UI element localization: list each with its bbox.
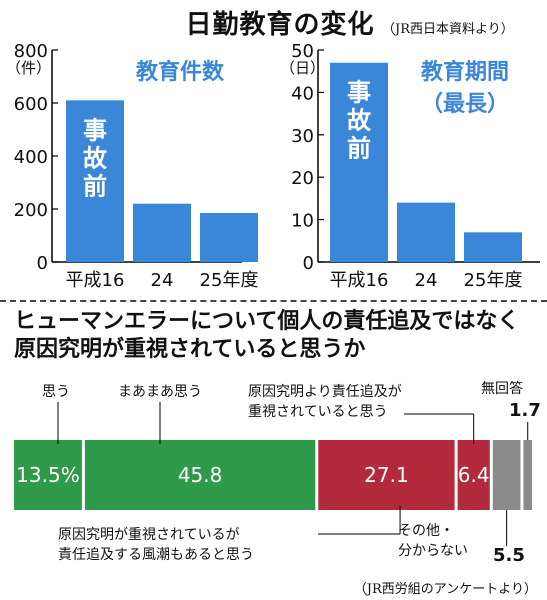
survey-segment xyxy=(523,440,532,510)
source-note-top: （JR西日本資料より） xyxy=(382,22,514,37)
chart-2-category-label: 24 xyxy=(415,270,438,291)
label-noanswer: 無回答 xyxy=(481,381,523,397)
chart-1-tick-label: 200 xyxy=(14,200,48,221)
chart-1-annotation-char: 故 xyxy=(83,144,108,172)
chart-2-tick-label: 40 xyxy=(291,83,314,104)
label-red-big-1: 原因究明が重視されているが xyxy=(58,527,240,543)
chart-1-tick-label: 400 xyxy=(14,147,48,168)
chart-1-annotation-char: 前 xyxy=(83,172,107,200)
chart-2-tick-label: 0 xyxy=(303,253,314,274)
chart-2-category-label: 25年度 xyxy=(464,270,523,291)
label-maamaa: まあまあ思う xyxy=(118,384,202,400)
chart-1-category-label: 平成16 xyxy=(66,270,125,291)
value-noanswer: 1.7 xyxy=(509,400,541,421)
survey-segment-value: 27.1 xyxy=(364,463,409,487)
chart-1-annotation-char: 事 xyxy=(83,116,107,144)
label-other-2: 分からない xyxy=(398,543,468,559)
chart-2-annotation-char: 前 xyxy=(347,135,371,163)
value-other: 5.5 xyxy=(493,545,525,566)
survey-segment-value: 45.8 xyxy=(178,463,223,487)
chart-1-category-label: 24 xyxy=(151,270,174,291)
survey-segment xyxy=(318,440,455,510)
label-red-small-1: 原因究明より責任追及が xyxy=(248,384,402,400)
chart-1-bar xyxy=(133,203,191,262)
label-red-small-2: 重視されていると思う xyxy=(248,404,388,420)
survey-segment xyxy=(457,440,490,510)
survey-segment-value: 6.4 xyxy=(458,463,490,487)
survey-segment xyxy=(14,440,82,510)
chart-2-tick-label: 20 xyxy=(291,168,314,189)
chart-2-unit: （日） xyxy=(280,59,326,77)
survey-segment xyxy=(492,440,521,510)
chart-1-bar xyxy=(200,212,258,262)
chart-2-annotation-char: 故 xyxy=(347,107,372,135)
chart-2-tick-label: 10 xyxy=(291,211,314,232)
chart-1-unit: （件） xyxy=(6,59,52,77)
chart-2-tick-label: 50 xyxy=(291,41,314,62)
chart-2-tick-label: 30 xyxy=(291,126,314,147)
chart-1-category-label: 25年度 xyxy=(200,270,259,291)
survey-question: ヒューマンエラーについて個人の責任追及ではなく原因究明が重視されていると思うか xyxy=(14,309,520,362)
chart-1-bar xyxy=(66,100,124,262)
chart-1-title: 教育件数 xyxy=(135,60,224,85)
chart-2-bar xyxy=(330,62,388,262)
chart-2-bar xyxy=(464,232,522,262)
source-note-bottom: （JR西労組のアンケートより） xyxy=(353,582,537,597)
label-omou: 思う xyxy=(42,384,70,400)
chart-2-subtitle: （最長） xyxy=(420,92,509,117)
chart-1-tick-label: 800 xyxy=(14,41,48,62)
survey-segment-value: 13.5% xyxy=(16,463,80,487)
survey-segment xyxy=(84,440,316,510)
chart-1-tick-label: 0 xyxy=(37,253,48,274)
chart-2-bar xyxy=(397,202,455,262)
page-title: 日勤教育の変化 xyxy=(185,10,375,40)
label-red-big-2: 責任追及する風潮もあると思う xyxy=(58,547,254,563)
chart-2-title: 教育期間 xyxy=(420,60,509,85)
chart-1-tick-label: 600 xyxy=(14,94,48,115)
label-other-1: その他・ xyxy=(398,523,454,539)
chart-2-annotation-char: 事 xyxy=(347,79,371,107)
section-divider xyxy=(0,300,547,302)
chart-2-category-label: 平成16 xyxy=(330,270,389,291)
